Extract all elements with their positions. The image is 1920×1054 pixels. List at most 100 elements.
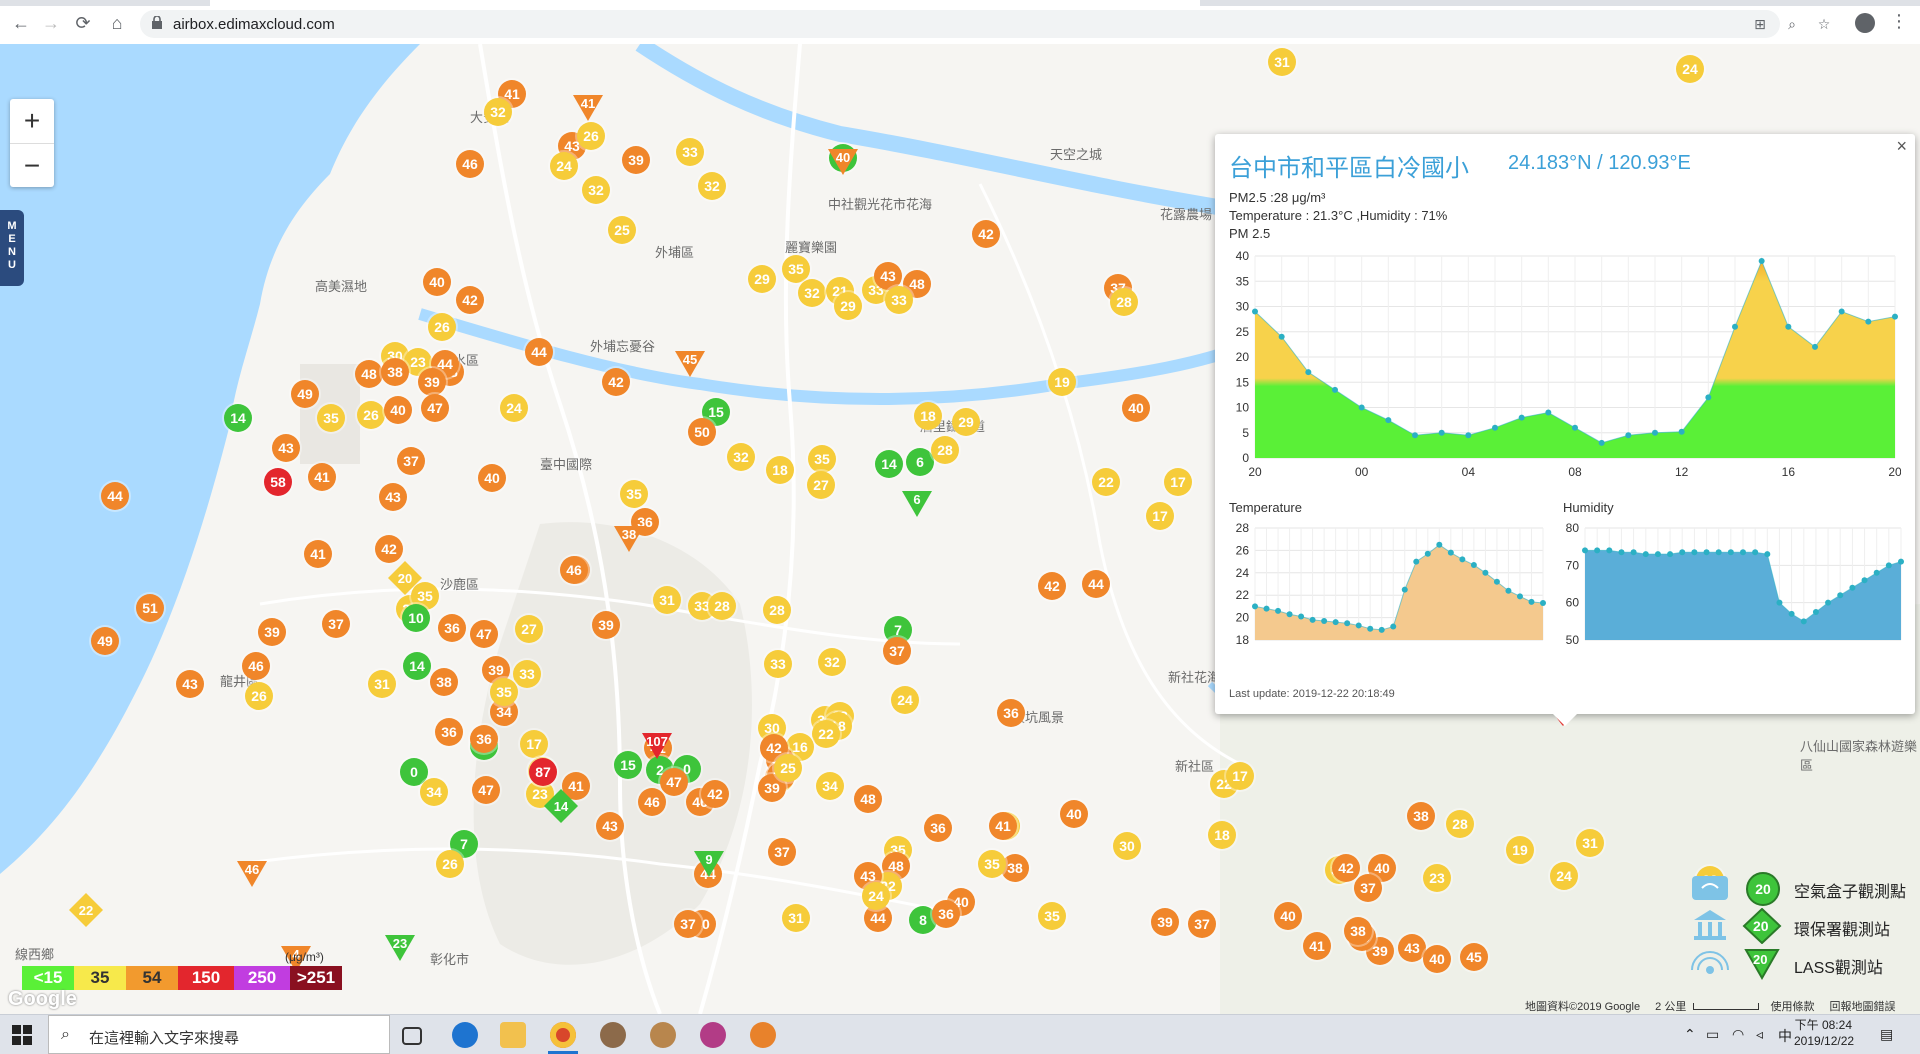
sensor-marker[interactable]: 39	[418, 368, 446, 396]
sensor-marker[interactable]: 18	[914, 402, 942, 430]
sensor-marker[interactable]: 39	[622, 146, 650, 174]
sensor-marker[interactable]: 41	[989, 812, 1017, 840]
file-explorer-icon[interactable]	[500, 1022, 526, 1048]
sensor-marker[interactable]: 35	[317, 404, 345, 432]
sensor-marker[interactable]: 46	[242, 652, 270, 680]
sensor-marker[interactable]: 39	[592, 611, 620, 639]
close-icon[interactable]: ×	[1896, 136, 1907, 156]
sensor-marker[interactable]: 40	[1423, 945, 1451, 973]
sensor-marker[interactable]: 32	[818, 648, 846, 676]
sensor-marker[interactable]: 48	[355, 360, 383, 388]
sensor-marker[interactable]: 19	[1506, 836, 1534, 864]
chrome-icon[interactable]	[550, 1022, 576, 1048]
sensor-marker[interactable]: 35	[808, 445, 836, 473]
sensor-marker[interactable]: 36	[924, 814, 952, 842]
sensor-marker[interactable]: 34	[816, 772, 844, 800]
sensor-marker[interactable]: 49	[91, 627, 119, 655]
sensor-marker[interactable]: 22	[812, 720, 840, 748]
profile-avatar[interactable]	[1855, 13, 1875, 33]
translate-icon[interactable]: ⊞	[1754, 16, 1766, 32]
sensor-marker[interactable]: 43	[874, 262, 902, 290]
sensor-marker[interactable]: 17	[1146, 502, 1174, 530]
app-icon-2[interactable]	[650, 1022, 676, 1048]
sensor-marker[interactable]: 6	[906, 448, 934, 476]
sensor-marker[interactable]: 44	[101, 482, 129, 510]
sensor-marker[interactable]: 32	[582, 176, 610, 204]
sensor-marker[interactable]: 47	[470, 620, 498, 648]
sensor-marker[interactable]: 37	[322, 610, 350, 638]
zoom-icon[interactable]: ⌕	[1788, 16, 1796, 32]
sensor-marker[interactable]: 26	[428, 313, 456, 341]
sensor-marker[interactable]: 58	[264, 468, 292, 496]
bookmark-star-icon[interactable]: ☆	[1817, 16, 1831, 32]
sensor-marker[interactable]: 37	[674, 910, 702, 938]
sensor-marker[interactable]: 38	[1407, 802, 1435, 830]
sensor-marker[interactable]: 40	[1274, 902, 1302, 930]
sensor-marker[interactable]: 37	[883, 637, 911, 665]
sensor-marker[interactable]: 42	[602, 368, 630, 396]
sensor-marker[interactable]: 28	[1110, 288, 1138, 316]
map-area[interactable]: + − MENU 大安區外埔區高美濕地清水區外埔忘憂谷麗寶樂園天空之城中社觀光花…	[0, 44, 1920, 1014]
sensor-marker[interactable]: 28	[1446, 810, 1474, 838]
zoom-in-button[interactable]: +	[23, 105, 41, 136]
lass-station-marker[interactable]: 6	[900, 489, 934, 519]
sensor-marker[interactable]: 50	[688, 418, 716, 446]
reload-icon[interactable]: ⟳	[75, 13, 91, 33]
sensor-marker[interactable]: 38	[430, 668, 458, 696]
forward-icon[interactable]: →	[42, 13, 60, 33]
sensor-marker[interactable]: 47	[660, 768, 688, 796]
sensor-marker[interactable]: 31	[653, 586, 681, 614]
sensor-marker[interactable]: 24	[1676, 55, 1704, 83]
sensor-marker[interactable]: 35	[978, 850, 1006, 878]
sensor-marker[interactable]: 41	[1303, 932, 1331, 960]
zoom-out-button[interactable]: −	[10, 143, 54, 188]
sensor-marker[interactable]: 27	[515, 615, 543, 643]
sensor-marker[interactable]: 35	[620, 480, 648, 508]
sensor-marker[interactable]: 31	[782, 904, 810, 932]
sensor-marker[interactable]: 44	[1082, 570, 1110, 598]
sensor-marker[interactable]: 40	[478, 464, 506, 492]
sensor-marker[interactable]: 35	[490, 678, 518, 706]
sensor-marker[interactable]: 32	[798, 279, 826, 307]
sensor-marker[interactable]: 48	[854, 785, 882, 813]
sensor-marker[interactable]: 25	[774, 754, 802, 782]
sensor-marker[interactable]: 31	[1268, 48, 1296, 76]
sensor-marker[interactable]: 41	[308, 463, 336, 491]
sensor-marker[interactable]: 33	[885, 286, 913, 314]
sensor-marker[interactable]: 24	[500, 394, 528, 422]
sensor-marker[interactable]: 32	[484, 98, 512, 126]
sensor-marker[interactable]: 31	[1576, 829, 1604, 857]
sensor-marker[interactable]: 29	[834, 292, 862, 320]
sensor-marker[interactable]: 49	[291, 380, 319, 408]
sensor-marker[interactable]: 17	[1226, 762, 1254, 790]
sensor-marker[interactable]: 14	[224, 404, 252, 432]
sensor-marker[interactable]: 43	[272, 434, 300, 462]
lass-station-marker[interactable]: 38	[612, 524, 646, 554]
clock[interactable]: 下午 08:24 2019/12/22	[1794, 1017, 1854, 1049]
sensor-marker[interactable]: 32	[727, 443, 755, 471]
epa-station-marker[interactable]: 22	[68, 892, 104, 928]
sensor-marker[interactable]: 36	[932, 900, 960, 928]
sensor-marker[interactable]: 38	[381, 358, 409, 386]
sensor-marker[interactable]: 43	[176, 670, 204, 698]
sensor-marker[interactable]: 24	[862, 882, 890, 910]
back-icon[interactable]: ←	[12, 13, 30, 33]
sensor-marker[interactable]: 14	[875, 450, 903, 478]
sensor-marker[interactable]: 17	[520, 730, 548, 758]
home-icon[interactable]: ⌂	[111, 13, 123, 33]
sensor-marker[interactable]: 18	[1208, 821, 1236, 849]
ime-indicator[interactable]: 中	[1778, 1028, 1792, 1044]
sensor-marker[interactable]: 42	[456, 286, 484, 314]
sensor-marker[interactable]: 36	[438, 614, 466, 642]
windows-start-icon[interactable]	[12, 1025, 32, 1045]
sensor-marker[interactable]: 37	[1354, 874, 1382, 902]
sensor-marker[interactable]: 31	[368, 670, 396, 698]
sensor-marker[interactable]: 26	[436, 850, 464, 878]
lass-station-marker[interactable]: 46	[235, 859, 269, 889]
sensor-marker[interactable]: 38	[1001, 854, 1029, 882]
sensor-marker[interactable]: 51	[136, 594, 164, 622]
sensor-marker[interactable]: 24	[891, 686, 919, 714]
sensor-marker[interactable]: 38	[1344, 917, 1372, 945]
sensor-marker[interactable]: 36	[435, 718, 463, 746]
sensor-marker[interactable]: 45	[1460, 943, 1488, 971]
